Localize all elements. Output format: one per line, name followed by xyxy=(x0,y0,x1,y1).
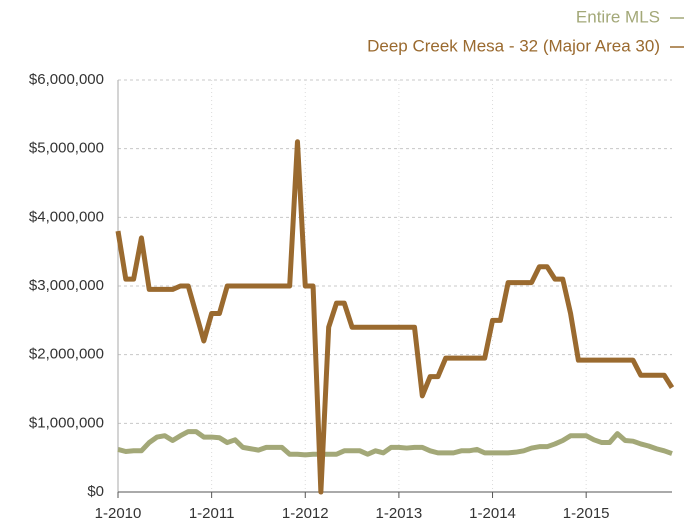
x-tick-label: 1-2012 xyxy=(282,505,329,522)
x-tick-label: 1-2014 xyxy=(469,505,516,522)
y-tick-label: $5,000,000 xyxy=(29,140,104,157)
x-tick-label: 1-2010 xyxy=(95,505,142,522)
series-line xyxy=(117,429,673,458)
y-tick-label: $6,000,000 xyxy=(29,71,104,88)
legend-label: Entire MLS xyxy=(576,7,660,26)
x-tick-label: 1-2013 xyxy=(376,505,423,522)
x-tick-label: 1-2015 xyxy=(563,505,610,522)
x-tick-label: 1-2011 xyxy=(189,505,235,522)
y-tick-label: $1,000,000 xyxy=(29,414,104,431)
y-tick-label: $4,000,000 xyxy=(29,208,104,225)
y-tick-label: $3,000,000 xyxy=(29,277,104,294)
series-line xyxy=(115,139,675,495)
legend-label: Deep Creek Mesa - 32 (Major Area 30) xyxy=(367,36,660,55)
y-tick-label: $2,000,000 xyxy=(29,346,104,363)
y-tick-label: $0 xyxy=(87,483,104,500)
